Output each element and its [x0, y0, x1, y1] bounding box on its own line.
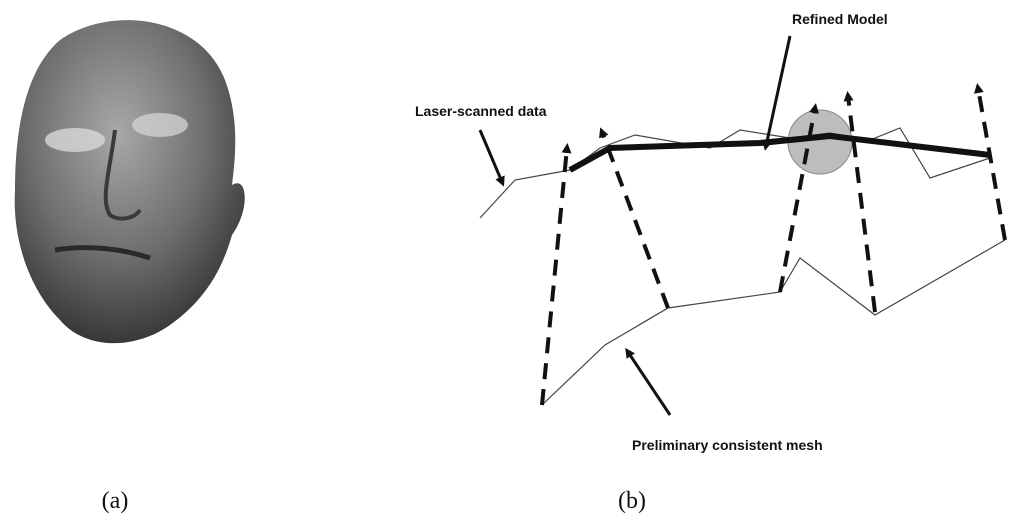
panel-label: (b) [618, 488, 646, 514]
refined-line [570, 136, 990, 170]
annotation: Refined Model [792, 11, 888, 27]
face-render [15, 20, 245, 343]
panel-label: (a) [102, 488, 129, 514]
annotation: Preliminary consistent mesh [632, 437, 823, 453]
annotation: Laser-scanned data [415, 103, 547, 119]
page: (a) Laser-scanned data Refined Model Pre… [0, 0, 1015, 531]
preliminary-mesh [542, 240, 1005, 405]
figure: (a) Laser-scanned data Refined Model Pre… [0, 0, 1015, 531]
mesh-diagram [480, 36, 1005, 415]
